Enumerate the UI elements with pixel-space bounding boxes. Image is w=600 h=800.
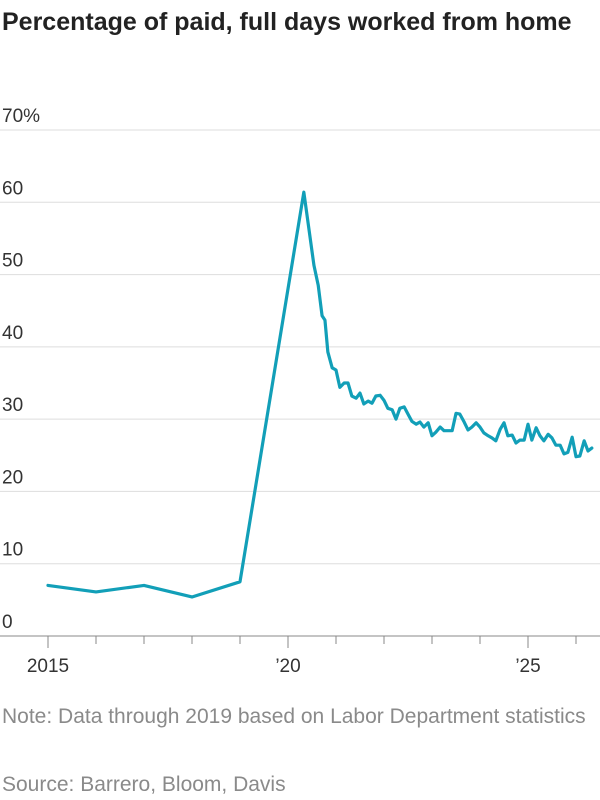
y-tick-label: 70%: [2, 106, 40, 127]
chart-title: Percentage of paid, full days worked fro…: [2, 8, 572, 36]
y-tick-label: 20: [2, 467, 23, 488]
y-tick-label: 10: [2, 540, 23, 561]
note: Note: Data through 2019 based on Labor D…: [2, 705, 586, 728]
x-tick-label: 2015: [27, 656, 69, 677]
y-tick-label: 50: [2, 251, 23, 272]
x-tick-label: ’20: [275, 656, 300, 677]
y-tick-label: 40: [2, 323, 23, 344]
y-tick-label: 60: [2, 178, 23, 199]
chart: 0 10 20 30 40 50 60 70% 2015 ’20 ’25: [0, 106, 600, 677]
x-tick-label: ’25: [515, 656, 540, 677]
line: [46, 190, 594, 599]
y-tick-label: 30: [2, 395, 23, 416]
source: Source: Barrero, Bloom, Davis: [2, 773, 286, 796]
y-tick-label: 0: [2, 612, 13, 633]
